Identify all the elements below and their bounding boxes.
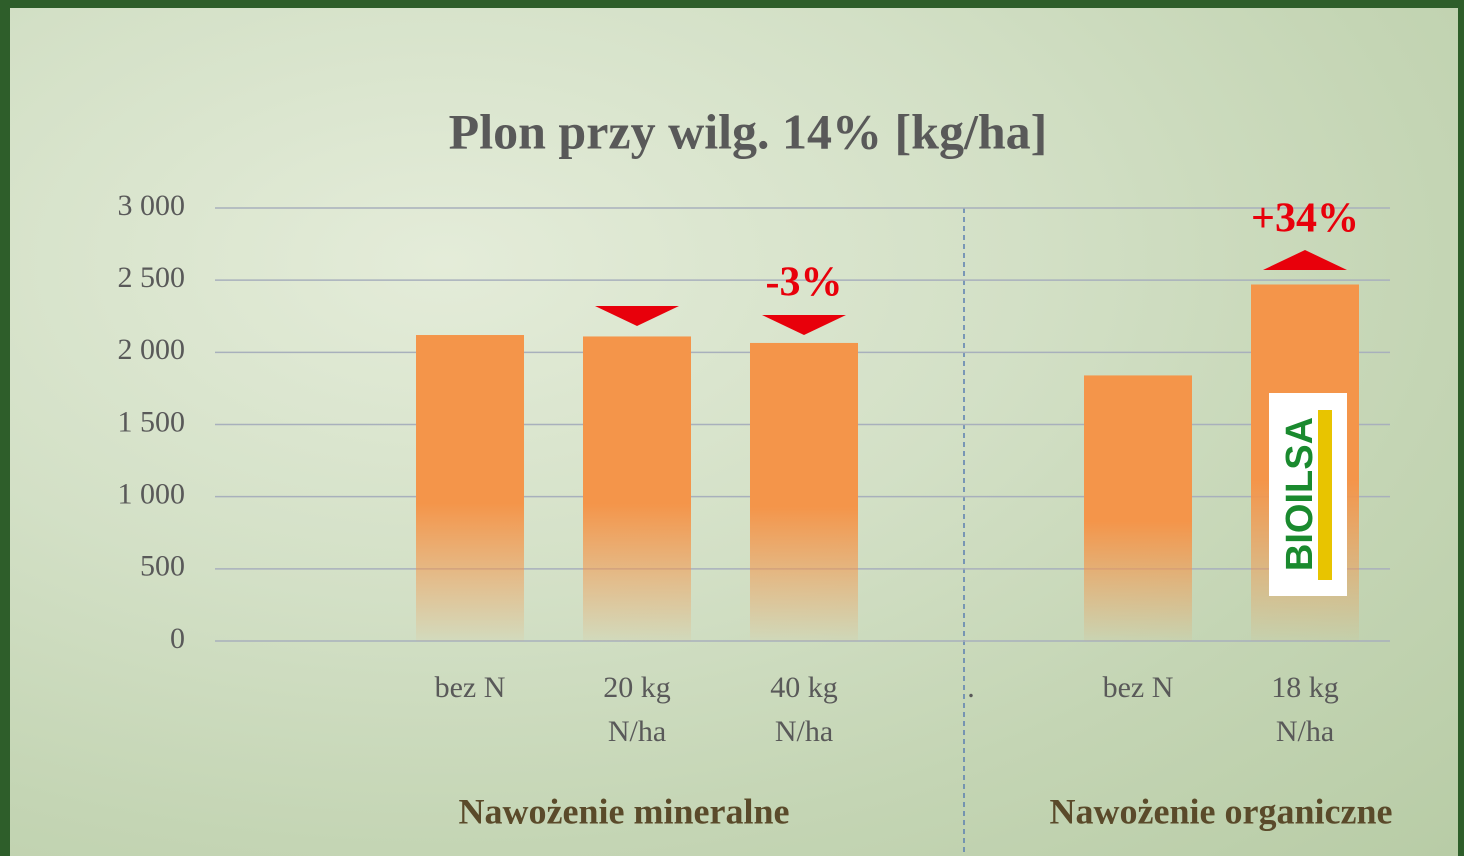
bar bbox=[416, 335, 524, 641]
group-label: Nawożenie organiczne bbox=[1050, 791, 1393, 831]
annotation: +34% bbox=[1251, 196, 1359, 242]
y-tick-label: 2 500 bbox=[118, 261, 186, 294]
x-tick-label: 40 kg N/ha bbox=[770, 671, 838, 748]
chart-title: Plon przy wilg. 14% [kg/ha] bbox=[449, 103, 1048, 159]
bar bbox=[750, 342, 858, 641]
up-arrow bbox=[1263, 250, 1347, 270]
logo-text: BIOILSA bbox=[1279, 417, 1321, 571]
group-label: Nawożenie mineralne bbox=[459, 791, 790, 831]
bar bbox=[1084, 375, 1192, 641]
background bbox=[10, 8, 1458, 856]
down-arrow bbox=[762, 315, 846, 335]
x-tick-label: 20 kg N/ha bbox=[603, 671, 671, 748]
y-tick-label: 0 bbox=[170, 622, 185, 655]
y-tick-label: 2 000 bbox=[118, 333, 186, 366]
x-tick-label: bez N bbox=[434, 671, 506, 704]
x-tick-label: 18 kg N/ha bbox=[1271, 671, 1339, 748]
y-tick-label: 1 000 bbox=[118, 478, 186, 511]
y-tick-label: 3 000 bbox=[118, 189, 186, 222]
logo-stripe bbox=[1318, 410, 1332, 580]
y-tick-label: 500 bbox=[140, 550, 185, 583]
logo-box bbox=[1269, 393, 1347, 596]
down-arrow bbox=[595, 306, 679, 326]
bar bbox=[583, 336, 691, 641]
x-tick-label: . bbox=[967, 671, 975, 704]
annotation: -3% bbox=[766, 260, 843, 306]
x-tick-label: bez N bbox=[1102, 671, 1174, 704]
y-tick-label: 1 500 bbox=[118, 405, 186, 438]
